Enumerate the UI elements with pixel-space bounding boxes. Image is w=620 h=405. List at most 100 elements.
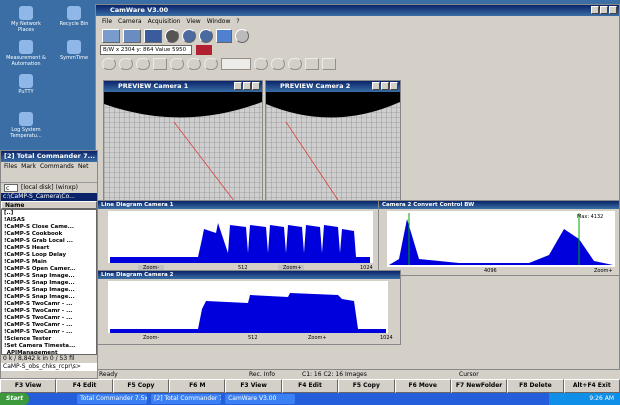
tool[interactable] xyxy=(216,29,232,43)
file-item[interactable]: !CaMP-S Cookbook xyxy=(4,231,96,238)
menu-item[interactable]: Commands xyxy=(40,162,74,171)
axis-label: 4096 xyxy=(484,268,497,274)
zoom-button[interactable]: Zoom+ xyxy=(594,268,613,274)
tool[interactable] xyxy=(254,58,268,70)
title-bar: CamWare V3.00 xyxy=(96,5,619,16)
playback-bar xyxy=(96,55,619,73)
tool[interactable] xyxy=(136,58,150,70)
menu-item[interactable]: Acquisition xyxy=(148,16,181,27)
window-title: Camera 2 Convert Control BW xyxy=(379,201,619,209)
function-key[interactable]: F3 View xyxy=(0,379,56,393)
file-item[interactable]: !CaMP-S Grab Local ... xyxy=(4,238,96,245)
file-item[interactable]: !CaMP-S Snap Image... xyxy=(4,280,96,287)
start-button[interactable]: Start xyxy=(0,393,29,405)
function-key[interactable]: F5 Copy xyxy=(113,379,169,393)
desktop-icon[interactable]: Log System Temperatu... xyxy=(4,112,48,139)
function-key[interactable]: F6 M xyxy=(169,379,225,393)
icon-label: Measurement & Automation xyxy=(4,55,48,67)
task-button[interactable]: [2] Total Commander 7.5... xyxy=(151,394,221,404)
tool[interactable] xyxy=(153,58,167,70)
drive-select[interactable]: c xyxy=(4,184,18,192)
file-item[interactable]: !AISAS xyxy=(4,217,96,224)
tool[interactable] xyxy=(288,58,302,70)
tool[interactable] xyxy=(170,58,184,70)
desktop-icon[interactable]: Recycle Bin xyxy=(52,6,96,27)
tool[interactable] xyxy=(102,58,116,70)
file-item[interactable]: !CaMP-S Open Camer... xyxy=(4,266,96,273)
function-key-bar: F3 ViewF4 EditF5 CopyF6 MF3 ViewF4 EditF… xyxy=(0,379,620,393)
file-item[interactable]: !CaMP-S TwoCamr - ... xyxy=(4,301,96,308)
file-item[interactable]: !CaMP-S Snap Image... xyxy=(4,294,96,301)
tool[interactable] xyxy=(144,29,162,43)
line-diagram-window: Line Diagram Camera 2 Zoom- 512 Zoom+ 10… xyxy=(97,270,401,345)
icon-label: My Network Places xyxy=(4,21,48,33)
file-item[interactable]: !CaMP-S Close Came... xyxy=(4,224,96,231)
menu-item[interactable]: Net xyxy=(78,162,89,171)
status-field: Rec. Info xyxy=(249,371,275,378)
tool[interactable] xyxy=(271,58,285,70)
record-button[interactable] xyxy=(196,45,212,55)
zoom-button[interactable]: Zoom- xyxy=(143,335,159,341)
tool[interactable] xyxy=(235,29,249,43)
readout: B/W x 2304 y: 864 Value 5950 xyxy=(100,45,192,55)
function-key[interactable]: F8 Delete xyxy=(507,379,563,393)
task-button[interactable]: CamWare V3.00 xyxy=(225,394,295,404)
taskbar: Start Total Commander 7.5x [2] Total Comm… xyxy=(0,393,620,405)
function-key[interactable]: F6 Move xyxy=(395,379,451,393)
menu-item[interactable]: File xyxy=(102,16,112,27)
tool[interactable] xyxy=(204,58,218,70)
function-key[interactable]: F4 Edit xyxy=(282,379,338,393)
tool[interactable] xyxy=(199,29,213,43)
desktop-icon[interactable]: PuTTY xyxy=(4,74,48,95)
column-header[interactable]: Name xyxy=(1,201,97,209)
menu-item[interactable]: Window xyxy=(207,16,231,27)
tool[interactable] xyxy=(119,58,133,70)
status-field: C1: 16 C2: 16 Images xyxy=(302,371,367,378)
title-bar: PREVIEW Camera 2 xyxy=(266,81,400,92)
file-item[interactable]: !CaMP-S Main xyxy=(4,259,96,266)
tool[interactable] xyxy=(165,29,179,43)
menu-item[interactable]: Files xyxy=(4,162,17,171)
tool[interactable] xyxy=(123,29,141,43)
desktop-icon[interactable]: Measurement & Automation xyxy=(4,40,48,67)
window-title: CamWare V3.00 xyxy=(110,6,168,14)
menu-item[interactable]: Camera xyxy=(118,16,142,27)
icon-label: Recycle Bin xyxy=(52,21,96,27)
tool[interactable] xyxy=(182,29,196,43)
tool[interactable] xyxy=(322,58,336,70)
file-item[interactable]: !Set Camera Timesta... xyxy=(4,343,96,350)
zoom-button[interactable]: Zoom+ xyxy=(308,335,327,341)
status-field: Cursor xyxy=(459,371,479,378)
tool[interactable] xyxy=(187,58,201,70)
axis-label: 512 xyxy=(248,335,258,341)
file-item[interactable]: !CaMP-S Heart xyxy=(4,245,96,252)
function-key[interactable]: F3 View xyxy=(225,379,281,393)
file-item[interactable]: !CaMP-S Snap Image... xyxy=(4,273,96,280)
screen: My Network Places Recycle Bin Measurement … xyxy=(0,0,620,405)
function-key[interactable]: F7 NewFolder xyxy=(451,379,507,393)
file-item[interactable]: !CaMP-S Loop Delay xyxy=(4,252,96,259)
file-item[interactable]: !CaMP-S TwoCamr - ... xyxy=(4,308,96,315)
file-item[interactable]: !CaMP-S Snap Image... xyxy=(4,287,96,294)
line-diagram-window: Line Diagram Camera 1 Zoom- 512 Zoom+ 10… xyxy=(97,200,380,275)
status-field: Ready xyxy=(99,371,118,378)
menu-bar: File Camera Acquisition View Window? xyxy=(96,16,619,27)
file-item[interactable]: [..] xyxy=(4,210,96,217)
tool[interactable] xyxy=(305,58,319,70)
desktop-icon[interactable]: SymmTime xyxy=(52,40,96,61)
menu-item[interactable]: ? xyxy=(236,16,239,27)
desktop-icon[interactable]: My Network Places xyxy=(4,6,48,33)
command-line[interactable]: CaMP-S_obs_chks_rcpr\s> xyxy=(1,363,97,371)
function-key[interactable]: F5 Copy xyxy=(338,379,394,393)
function-key[interactable]: F4 Edit xyxy=(56,379,112,393)
file-item[interactable]: !CaMP-S TwoCamr - ... xyxy=(4,315,96,322)
field xyxy=(221,58,251,70)
task-button[interactable]: Total Commander 7.5x xyxy=(77,394,147,404)
menu-item[interactable]: View xyxy=(186,16,200,27)
file-item[interactable]: !CaMP-S TwoCamr - ... xyxy=(4,329,96,336)
file-item[interactable]: !CaMP-S TwoCamr - ... xyxy=(4,322,96,329)
function-key[interactable]: Alt+F4 Exit xyxy=(564,379,620,393)
menu-item[interactable]: Mark xyxy=(21,162,36,171)
file-item[interactable]: !Science Tester xyxy=(4,336,96,343)
tool[interactable] xyxy=(102,29,120,43)
